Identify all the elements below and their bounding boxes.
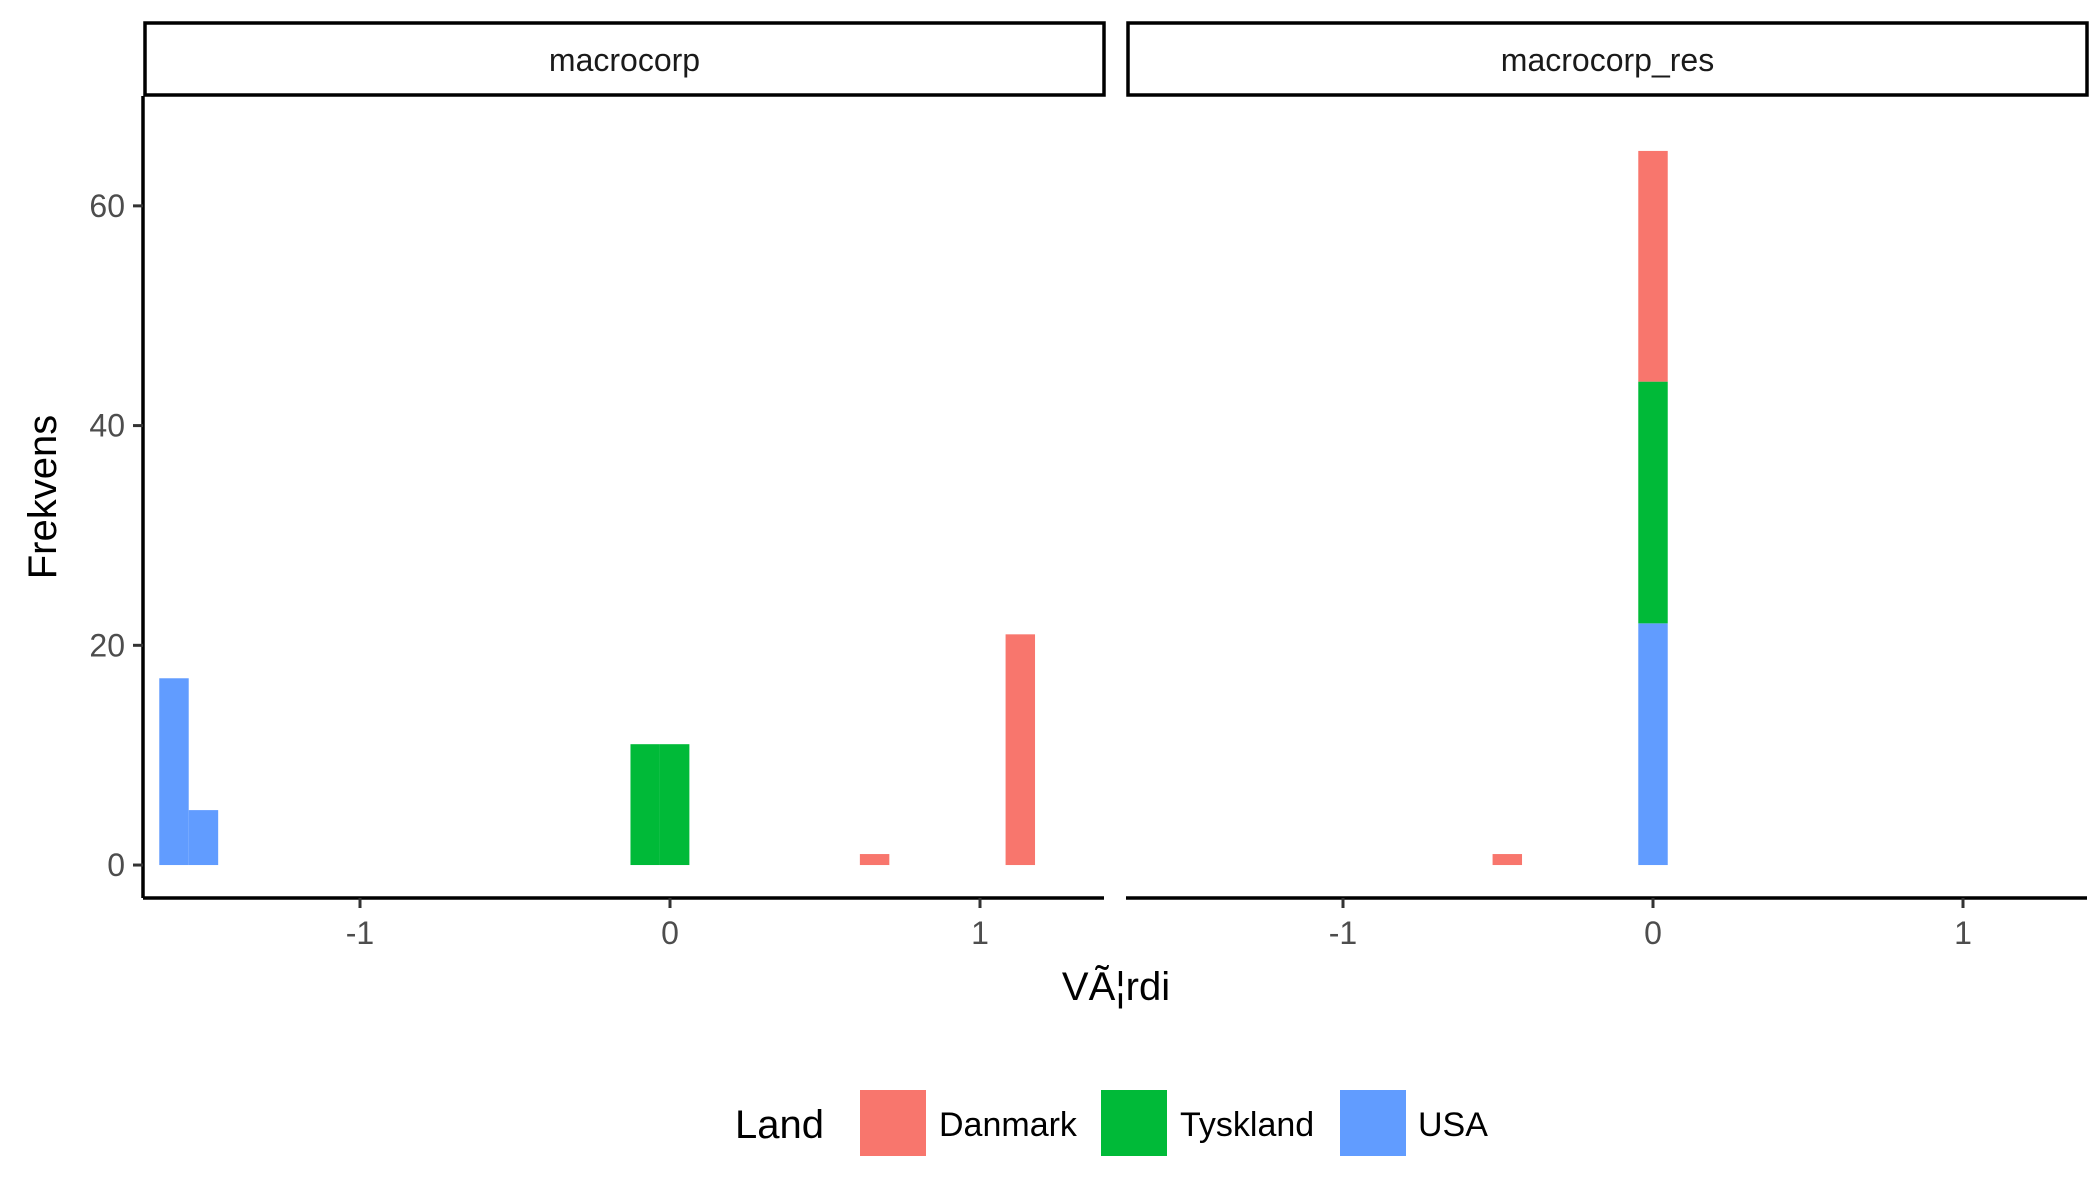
x-tick-label: 0	[661, 915, 679, 951]
facet-label-left: macrocorp	[549, 42, 700, 78]
bar-usa-1-1	[1638, 623, 1668, 866]
bar-usa-0-0	[159, 678, 189, 866]
bar-tyskland-0-3	[659, 744, 690, 866]
y-axis: 0 20 40 60	[89, 96, 145, 898]
y-tick-label: 20	[89, 627, 125, 663]
legend-label-tyskland: Tyskland	[1180, 1106, 1314, 1144]
panel-macrocorp	[159, 634, 1036, 866]
x-tick-label: 0	[1644, 915, 1662, 951]
y-tick-label: 40	[89, 408, 125, 444]
legend-label-usa: USA	[1418, 1106, 1488, 1144]
x-tick-label: 1	[971, 915, 989, 951]
y-tick-label: 0	[107, 847, 125, 883]
y-axis-title: Frekvens	[21, 415, 65, 580]
bar-danmark-1-3	[1638, 150, 1668, 382]
legend-key-danmark	[860, 1090, 926, 1156]
legend-label-danmark: Danmark	[939, 1106, 1078, 1144]
facet-strip-right: macrocorp_res	[1126, 21, 2089, 97]
x-axis-left: -1 0 1	[143, 896, 1104, 951]
facet-label-right: macrocorp_res	[1501, 42, 1714, 78]
bar-tyskland-1-2	[1638, 381, 1668, 624]
panel-macrocorp-res	[1492, 150, 1668, 866]
y-tick-label: 60	[89, 188, 125, 224]
x-tick-label: -1	[1329, 915, 1357, 951]
legend-key-tyskland	[1101, 1090, 1167, 1156]
bar-danmark-0-4	[859, 854, 890, 866]
facet-strip-left: macrocorp	[143, 21, 1106, 97]
x-tick-label: 1	[1954, 915, 1972, 951]
legend-key-usa	[1340, 1090, 1406, 1156]
x-axis-right: -1 0 1	[1126, 896, 2087, 951]
legend: Land Danmark Tyskland USA	[735, 1090, 1488, 1156]
bar-danmark-0-5	[1005, 634, 1036, 866]
bar-tyskland-0-2	[630, 744, 660, 866]
legend-title: Land	[735, 1103, 824, 1147]
x-tick-label: -1	[346, 915, 374, 951]
x-axis-title: VÃ¦rdi	[1062, 964, 1170, 1009]
bar-danmark-1-0	[1492, 854, 1523, 866]
bar-usa-0-1	[188, 810, 219, 866]
